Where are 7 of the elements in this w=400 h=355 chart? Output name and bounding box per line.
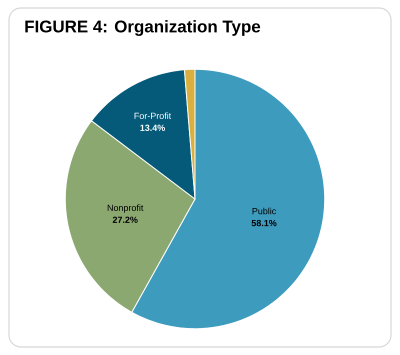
slice-label: Public	[252, 208, 276, 214]
slice-label: Nonprofit	[108, 204, 144, 213]
data-label: 13.4%	[140, 124, 165, 131]
data-label: 58.1%	[252, 220, 277, 226]
chart-title: FIGURE 4: Organization Type	[25, 20, 260, 36]
slice-label: For-Profit	[134, 112, 172, 120]
data-label: 27.2%	[112, 216, 138, 223]
